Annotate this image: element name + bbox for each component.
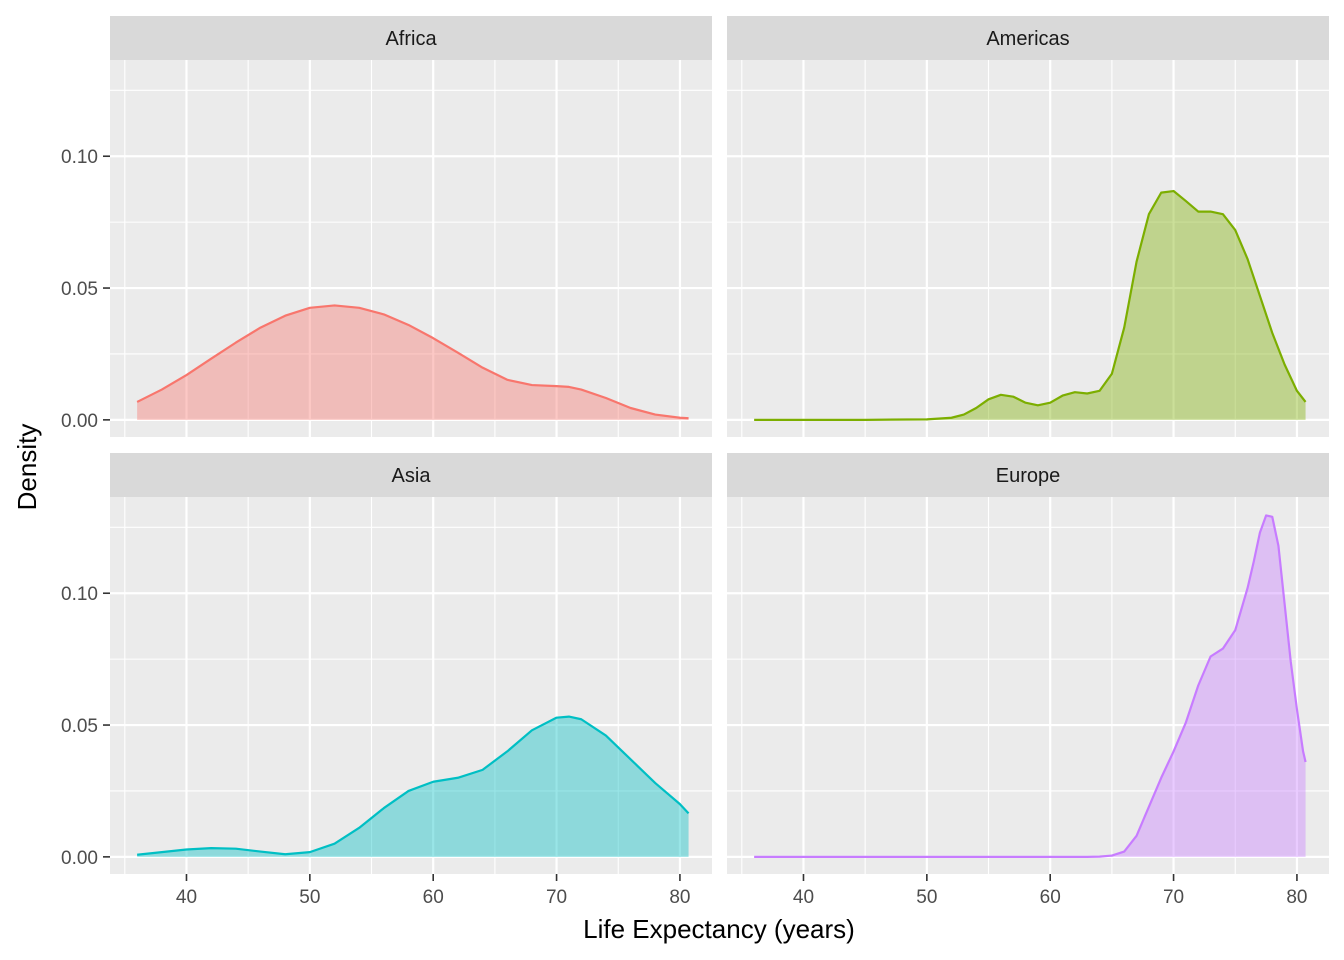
density-line-americas [754, 189, 1307, 421]
x-tick-label: 70 [1163, 887, 1184, 908]
density-area-africa [137, 305, 689, 420]
strip-africa [110, 16, 712, 60]
y-tick-label: 0.05 [61, 716, 98, 737]
x-tick-label: 80 [669, 887, 690, 908]
x-tick-label: 70 [546, 887, 567, 908]
panel-americas: Americas [727, 16, 1329, 437]
density-area-asia [137, 716, 689, 857]
y-tick-label: 0.10 [61, 584, 98, 605]
panel-background-africa [110, 60, 712, 437]
density-area-americas [754, 191, 1306, 420]
x-tick-label: 40 [176, 887, 197, 908]
y-tick-label: 0.05 [61, 279, 98, 300]
density-line-europe [754, 514, 1307, 858]
strip-europe [727, 453, 1329, 497]
density-line-asia [137, 715, 690, 856]
series-americas [754, 189, 1307, 421]
x-axis-title: Life Expectancy (years) [583, 914, 855, 944]
panel-background-asia [110, 497, 712, 874]
series-asia [137, 715, 690, 857]
panel-background-americas [727, 60, 1329, 437]
x-tick-label: 50 [299, 887, 320, 908]
y-tick-label: 0.00 [61, 848, 98, 869]
x-tick-label: 80 [1286, 887, 1307, 908]
y-tick-label: 0.00 [61, 411, 98, 432]
x-tick-label: 60 [1040, 887, 1061, 908]
panel-background-europe [727, 497, 1329, 874]
density-line-africa [136, 304, 689, 420]
panel-europe: Europe 40 50 60 70 80 [727, 453, 1329, 908]
x-tick-label: 60 [423, 887, 444, 908]
strip-americas [727, 16, 1329, 60]
strip-label-americas: Americas [986, 28, 1069, 50]
strip-label-europe: Europe [996, 465, 1061, 487]
density-area-europe [754, 515, 1306, 857]
y-axis-title: Density [12, 424, 42, 511]
strip-label-africa: Africa [385, 28, 437, 50]
x-tick-label: 40 [793, 887, 814, 908]
panel-asia: Asia 0.00 0.05 0.10 40 50 60 70 80 [61, 453, 712, 908]
strip-label-asia: Asia [392, 465, 432, 487]
series-europe [754, 514, 1307, 858]
strip-asia [110, 453, 712, 497]
panel-africa: Africa 0.00 0.05 0.10 [61, 16, 712, 437]
y-tick-label: 0.10 [61, 147, 98, 168]
x-tick-label: 50 [916, 887, 937, 908]
series-africa [136, 304, 689, 420]
